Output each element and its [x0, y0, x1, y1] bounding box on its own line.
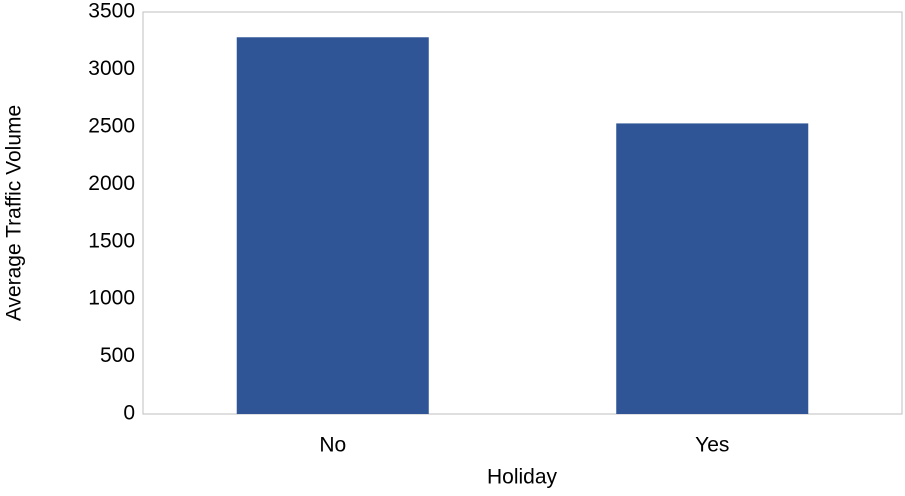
y-tick-label: 1000	[88, 287, 135, 310]
bar	[236, 37, 429, 415]
x-tick-label: No	[319, 434, 346, 457]
plot-frame	[142, 11, 903, 415]
y-axis-label: Average Traffic Volume	[3, 105, 26, 321]
y-tick-label: 3000	[88, 57, 135, 80]
x-axis-label: Holiday	[487, 466, 558, 489]
y-tick-label: 0	[123, 402, 135, 425]
y-tick-label: 500	[100, 344, 135, 367]
y-tick-label: 2000	[88, 172, 135, 195]
y-tick-label: 2500	[88, 114, 135, 137]
y-tick-label: 3500	[88, 0, 135, 23]
y-tick-label: 1500	[88, 229, 135, 252]
bar	[616, 123, 809, 414]
x-tick-label: Yes	[695, 434, 729, 457]
